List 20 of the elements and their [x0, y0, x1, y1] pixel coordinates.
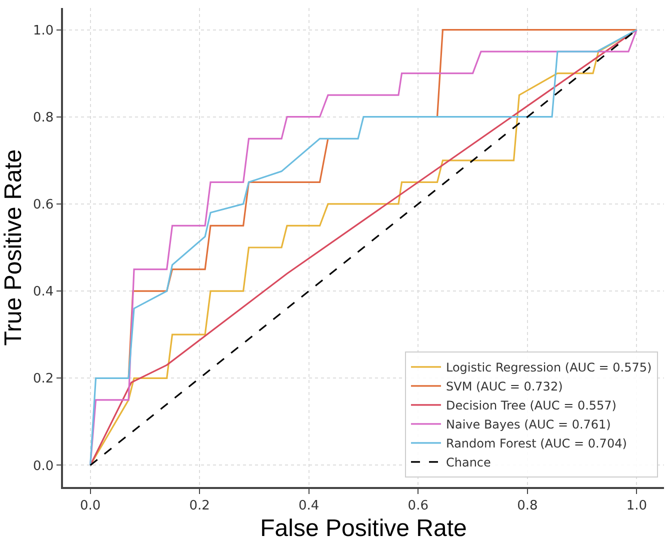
- legend-label: Decision Tree (AUC = 0.557): [446, 398, 616, 413]
- y-tick-label: 0.4: [32, 284, 54, 300]
- y-tick-label: 0.2: [32, 372, 54, 387]
- legend-label: SVM (AUC = 0.732): [446, 380, 563, 394]
- x-axis-title: False Positive Rate: [260, 515, 467, 542]
- x-tick-label: 0.6: [408, 498, 428, 514]
- y-tick-label: 0.0: [32, 458, 54, 474]
- y-tick-label: 1.0: [32, 23, 54, 38]
- legend-label: Chance: [446, 456, 491, 470]
- x-tick-label: 0.8: [517, 498, 538, 514]
- legend-label: Naive Bayes (AUC = 0.761): [446, 418, 611, 432]
- y-axis-title: True Positive Rate: [0, 149, 27, 346]
- x-tick-label: 0.2: [189, 498, 210, 514]
- x-tick-label: 1.0: [626, 498, 648, 514]
- legend-label: Random Forest (AUC = 0.704): [446, 436, 627, 451]
- y-tick-label: 0.6: [32, 198, 54, 212]
- x-tick-label: 0.4: [298, 498, 320, 514]
- y-tick-label: 0.8: [32, 110, 54, 126]
- legend-label: Logistic Regression (AUC = 0.575): [446, 360, 652, 375]
- x-tick-label: 0.0: [80, 498, 101, 514]
